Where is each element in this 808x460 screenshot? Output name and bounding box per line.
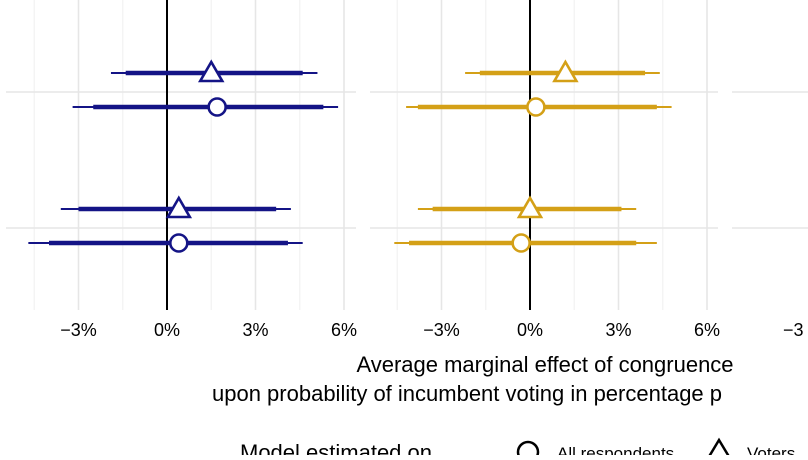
legend-label-all-respondents: All respondents [557,444,674,455]
estimate-point-triangle [197,59,225,83]
plot-layer: −3% 0% 3% 6% −3% 0% 3% 6% −3 [6,0,808,340]
x-axis-label-line-2: upon probability of incumbent voting in … [212,381,722,406]
x-tick-label: 3% [242,320,268,340]
estimate-point-triangle [165,195,193,219]
estimate-point-triangle [516,195,544,219]
legend-title: Model estimated on [240,440,432,455]
x-tick-label: −3 [783,320,804,340]
x-tick-label: 3% [605,320,631,340]
x-axis-label-line-1: Average marginal effect of congruence [356,352,733,377]
estimate-point-circle [207,97,227,117]
estimate-point-circle [526,97,546,117]
x-tick-label: 6% [694,320,720,340]
legend-circle-key [516,440,540,460]
legend-triangle-key [705,437,733,460]
estimate-point-triangle [552,59,579,83]
legend: Model estimated on All respondents Voter… [240,437,795,460]
x-tick-label: 6% [331,320,357,340]
legend-label-voters: Voters [747,444,795,455]
x-tick-label: −3% [60,320,97,340]
estimate-point-circle [169,233,189,253]
x-tick-label: −3% [423,320,460,340]
x-tick-label: 0% [154,320,180,340]
x-tick-label: 0% [517,320,543,340]
estimate-point-circle [511,233,531,253]
